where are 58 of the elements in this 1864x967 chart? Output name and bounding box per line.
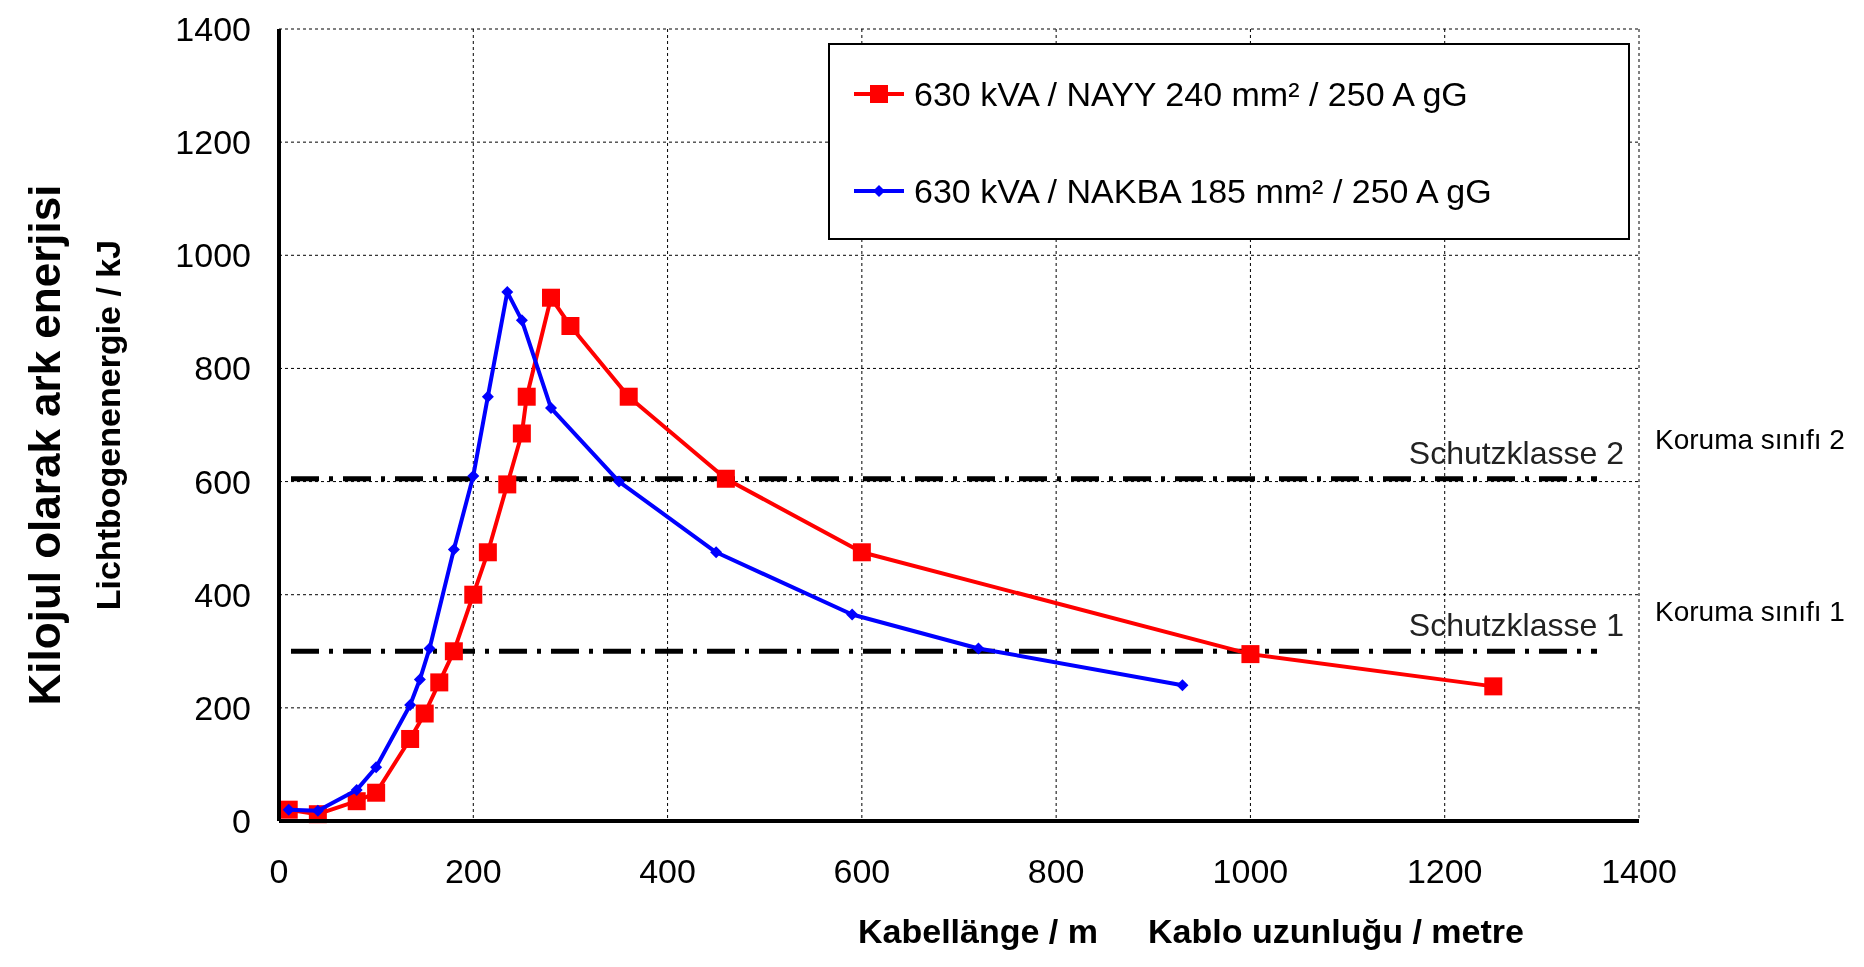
point — [481, 390, 494, 403]
point — [1241, 645, 1260, 664]
point — [561, 317, 580, 335]
point — [401, 729, 420, 748]
point — [619, 387, 638, 406]
y-tick-label: 400 — [194, 575, 251, 614]
point — [972, 642, 985, 655]
text: Koruma sınıfı 1 — [1655, 596, 1845, 628]
point — [512, 424, 531, 443]
point — [444, 642, 463, 661]
point — [542, 288, 560, 307]
point — [467, 469, 480, 482]
y-axis-title: Lichtbogenenergie / kJ — [89, 239, 127, 611]
x-tick-label: 200 — [444, 852, 502, 890]
x-tick-label: 1000 — [1212, 852, 1289, 890]
point — [350, 783, 363, 796]
point — [423, 642, 436, 655]
point — [716, 469, 735, 488]
point — [367, 783, 386, 802]
x-tick-label: 1200 — [1406, 852, 1483, 890]
text: Kablo uzunluğu / metre — [1148, 912, 1524, 950]
point — [517, 387, 536, 406]
point — [498, 475, 517, 494]
point — [545, 402, 557, 415]
y-tick-label: 1400 — [175, 10, 251, 48]
y-tick-label: 0 — [232, 802, 251, 840]
point — [413, 673, 426, 686]
point — [464, 585, 483, 604]
text: Kilojul olarak ark enerjisi — [20, 184, 69, 706]
x-axis-title: Kabellänge / m — [858, 912, 1098, 950]
y-tick-label: 200 — [194, 688, 251, 727]
point — [404, 699, 417, 712]
y-tick-label: 1200 — [175, 123, 251, 162]
text: Koruma sınıfı 2 — [1655, 423, 1845, 455]
point — [370, 761, 383, 774]
point — [1484, 677, 1503, 696]
x-tick-label: 800 — [1027, 852, 1085, 890]
point — [515, 314, 528, 327]
point — [447, 543, 460, 556]
x-tick-label: 600 — [833, 852, 891, 890]
y-tick-label: 800 — [194, 349, 251, 388]
point — [1176, 679, 1189, 692]
x-tick-label: 1400 — [1601, 852, 1677, 890]
point — [613, 475, 625, 488]
x-tick-label: 400 — [639, 852, 696, 890]
point — [710, 546, 723, 559]
ref-line-label: Schutzklasse 2 — [1408, 434, 1624, 471]
point — [478, 543, 497, 562]
point — [430, 673, 449, 692]
point — [415, 704, 434, 723]
point — [846, 608, 859, 621]
y-tick-label: 1000 — [175, 236, 251, 275]
legend-label: 630 kVA / NAYY 240 mm² / 250 A gG — [914, 75, 1468, 113]
point — [852, 543, 871, 562]
ref-line-label: Schutzklasse 1 — [1408, 607, 1624, 644]
legend-label: 630 kVA / NAKBA 185 mm² / 250 A gG — [914, 172, 1492, 210]
x-tick-label: 0 — [269, 852, 289, 890]
y-tick-label: 600 — [194, 462, 251, 501]
